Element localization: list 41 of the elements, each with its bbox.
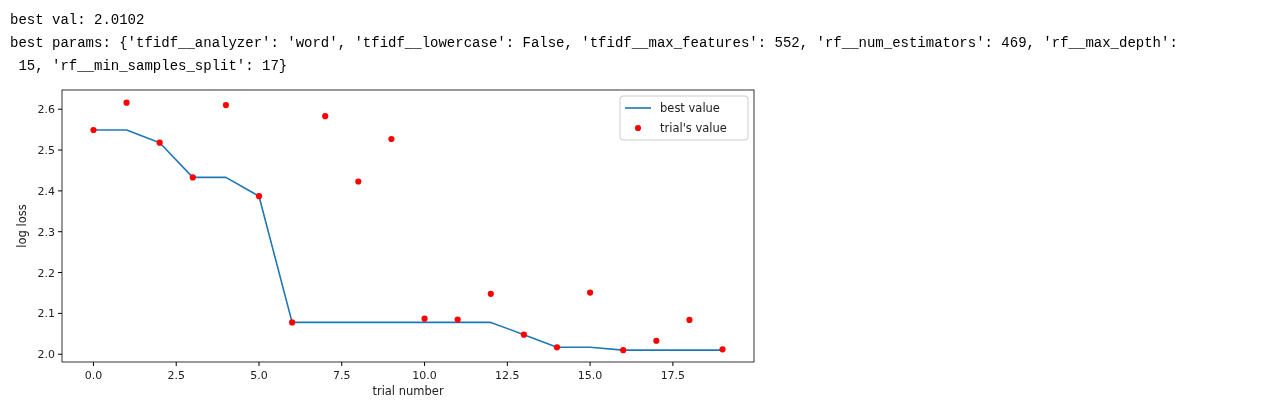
y-tick-label: 2.4 [37,184,55,198]
point [355,178,362,185]
y-tick-label: 2.0 [37,348,55,362]
point [156,139,163,146]
y-axis-title: log loss [15,204,29,248]
text: best params: {'tfidf__analyzer': 'word', 'tfidf__lowercase': False, 'tfidf__max_features': 552, 'rf__num_estimators': 469, 'rf__max_depth': 15, 'rf__min_samples_split': 17} [10,35,1178,74]
point [487,290,494,297]
point [189,174,196,181]
point [90,126,97,134]
point [255,193,263,200]
point [620,347,627,354]
point [123,99,130,106]
y-tick-label: 2.2 [37,266,55,280]
point [686,316,693,324]
x-tick-label: 17.5 [660,369,686,382]
x-tick-label: 10.0 [412,369,437,382]
y-tick-label: 2.5 [37,144,55,158]
legend-label: best value [660,101,720,115]
x-tick-label: 0.0 [84,369,103,382]
x-axis-title: trial number [372,384,444,398]
point [553,344,561,351]
point [454,316,461,323]
x-tick-label: 15.0 [577,369,603,382]
point [421,315,428,322]
point [719,346,726,353]
y-tick-label: 2.3 [37,225,55,239]
point [653,337,660,344]
x-tick-label: 2.5 [167,369,185,382]
point [322,113,329,120]
point [289,319,296,326]
y-tick-label: 2.6 [37,103,55,117]
x-tick-label: 12.5 [495,369,520,382]
x-tick-label: 7.5 [333,369,351,382]
point [388,135,395,143]
point [222,102,229,109]
text: best val: 2.0102 [10,12,145,28]
point [587,289,594,296]
y-tick-label: 2.1 [37,307,55,321]
x-tick-label: 5.0 [250,369,268,382]
legend-label: trial's value [660,121,727,135]
point [520,331,527,338]
